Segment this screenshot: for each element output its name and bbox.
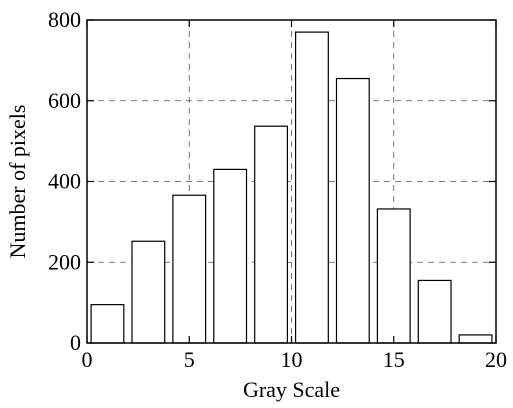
bar-series — [90, 31, 493, 344]
x-tick-label: 15 — [383, 347, 405, 372]
axis-ticks — [86, 19, 497, 344]
y-tick-label: 400 — [48, 169, 81, 194]
histogram-bar — [90, 304, 125, 344]
y-tick-labels: 0 200 400 600 800 — [48, 7, 81, 355]
histogram-bar — [417, 279, 452, 344]
histogram-bar — [294, 31, 329, 344]
histogram-bar — [131, 240, 166, 344]
histogram-bar — [254, 125, 289, 344]
histogram-bar — [335, 77, 370, 344]
x-tick-label: 5 — [184, 347, 195, 372]
x-axis-label: Gray Scale — [243, 377, 340, 402]
y-tick-label: 800 — [48, 7, 81, 32]
y-tick-label: 0 — [70, 330, 81, 355]
y-tick-label: 600 — [48, 88, 81, 113]
x-tick-label: 0 — [82, 347, 93, 372]
histogram-bar — [213, 168, 248, 344]
histogram-bar — [172, 194, 207, 344]
histogram-bar — [376, 208, 411, 344]
y-tick-label: 200 — [48, 249, 81, 274]
x-tick-label: 10 — [281, 347, 303, 372]
y-axis-label: Number of pixels — [5, 105, 30, 259]
histogram-bar — [458, 334, 493, 344]
x-tick-label: 20 — [485, 347, 507, 372]
x-tick-labels: 0 5 10 15 20 — [82, 347, 508, 372]
